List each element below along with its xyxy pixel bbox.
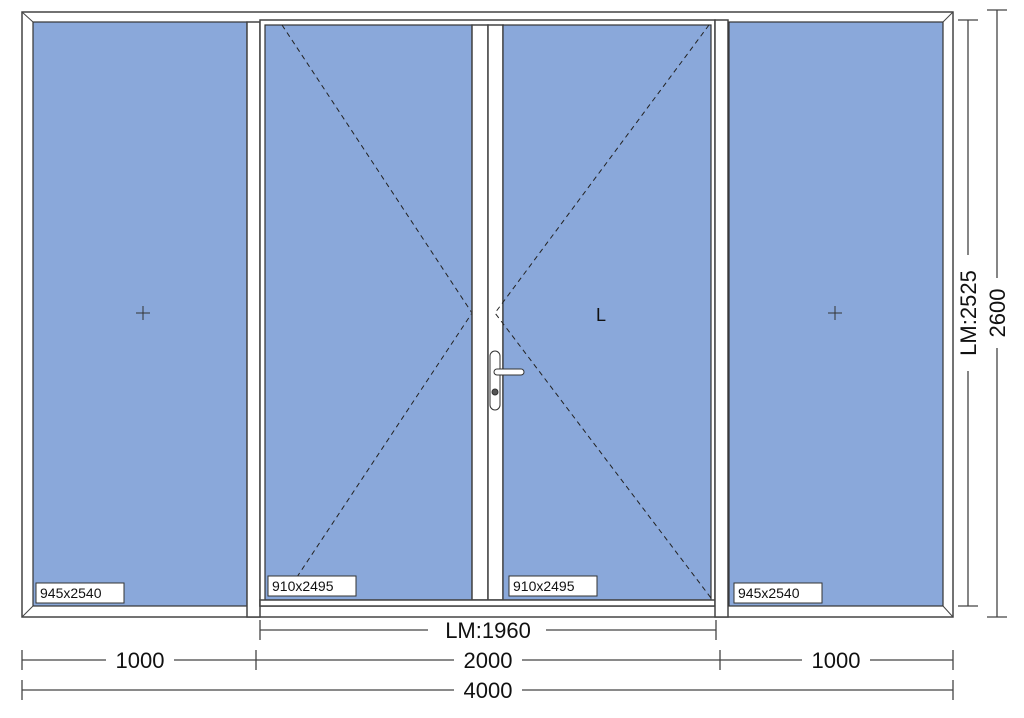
panel-size-label: 910x2495 — [513, 578, 575, 594]
dimension-total-width: 4000 — [21, 677, 954, 703]
crosshair-icon — [828, 306, 842, 320]
dimension-door-height: LM:2525 — [955, 19, 981, 607]
dimension-label: 4000 — [464, 678, 513, 703]
glass — [32, 21, 248, 607]
glass — [728, 21, 944, 607]
panel-size-label: 945x2540 — [738, 585, 800, 601]
dimension-label: 1000 — [116, 648, 165, 673]
sash-stile — [487, 24, 504, 601]
panel-size-label: 910x2495 — [272, 578, 334, 594]
dimension-segments: 1000 2000 1000 — [21, 647, 954, 673]
dimension-total-height: 2600 — [984, 9, 1010, 618]
dimension-label: 2600 — [985, 289, 1010, 338]
opening-indicator — [494, 24, 712, 599]
panel-size-label: 945x2540 — [40, 585, 102, 601]
sash-stile — [471, 24, 489, 601]
door-handle-icon[interactable] — [489, 350, 525, 411]
glass — [264, 24, 473, 601]
dimension-label: LM:1960 — [445, 618, 531, 643]
hinge-mark: L — [596, 305, 606, 325]
panel-right-sash[interactable]: L 910x2495 — [494, 24, 712, 601]
dimension-label: 1000 — [812, 648, 861, 673]
threshold — [259, 599, 716, 607]
panel-left-fixed[interactable]: 945x2540 — [21, 11, 248, 618]
mullion — [246, 21, 261, 618]
glass — [502, 24, 712, 601]
dimension-door-width: LM:1960 — [259, 618, 717, 644]
dimension-label: 2000 — [464, 648, 513, 673]
mullion — [714, 19, 729, 618]
panel-left-sash[interactable]: 910x2495 — [264, 24, 473, 601]
crosshair-icon — [136, 306, 150, 320]
panel-right-fixed[interactable]: 945x2540 — [728, 11, 954, 618]
dimension-label: LM:2525 — [956, 270, 981, 356]
